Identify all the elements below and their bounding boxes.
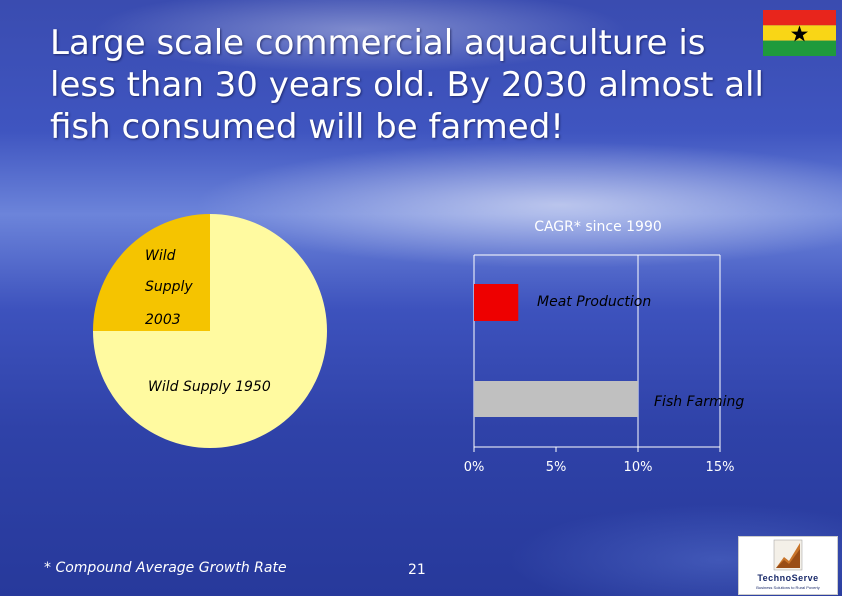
- bar-label-meat-production: Meat Production: [537, 294, 651, 310]
- pie-label-supply: Supply: [145, 279, 193, 295]
- pie-label-wild-supply-1950: Wild Supply 1950: [148, 379, 271, 395]
- logo-name: TechnoServe: [757, 573, 819, 583]
- x-tick-label: 0%: [464, 460, 485, 475]
- x-tick-label: 10%: [624, 460, 653, 475]
- page-number: 21: [408, 562, 426, 578]
- logo-tagline: Business Solutions to Rural Poverty: [756, 585, 820, 590]
- ghana-flag-icon: [763, 10, 836, 56]
- chart-title: CAGR* since 1990: [534, 219, 662, 235]
- pie-label-2003: 2003: [145, 312, 181, 328]
- bar-label-fish-farming: Fish Farming: [654, 394, 744, 410]
- slide-title: Large scale commercial aquaculture is le…: [50, 23, 764, 147]
- bar-meat-production: [474, 284, 519, 321]
- footnote: * Compound Average Growth Rate: [44, 560, 287, 576]
- pie-label-wild: Wild: [145, 248, 176, 264]
- x-tick-label: 5%: [546, 460, 567, 475]
- bar-fish-farming: [474, 381, 638, 417]
- technoserve-logo-icon: [773, 539, 803, 571]
- technoserve-logo: TechnoServe Business Solutions to Rural …: [738, 536, 838, 595]
- x-tick-label: 15%: [706, 460, 735, 475]
